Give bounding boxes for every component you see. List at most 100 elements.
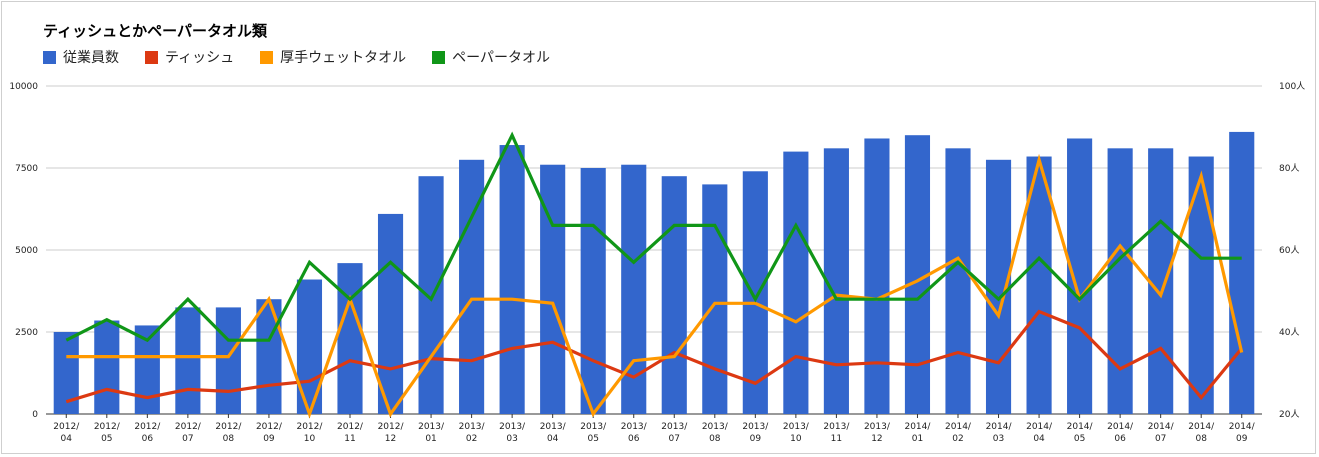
x-tick-label: 2012/ [134, 422, 161, 432]
x-tick-label: 2013/ [783, 422, 810, 432]
x-tick-label: 07 [1155, 434, 1166, 444]
y-right-tick-label: 80人 [1279, 163, 1299, 174]
bar [945, 148, 971, 414]
x-tick-label: 2012/ [215, 422, 242, 432]
x-tick-label: 02 [466, 434, 477, 444]
bar [94, 320, 120, 414]
legend-swatch-employees [43, 50, 56, 64]
legend-swatch-wet-towel [260, 50, 274, 64]
legend-swatch-paper-towel [432, 50, 446, 64]
x-tick-label: 2013/ [459, 422, 486, 432]
x-tick-label: 06 [628, 434, 640, 444]
legend-item-employees[interactable]: 従業員数 [43, 47, 119, 67]
legend-swatch-tissue [145, 50, 158, 64]
bar [702, 184, 728, 414]
x-tick-label: 2013/ [742, 422, 769, 432]
x-tick-label: 2012/ [337, 422, 364, 432]
x-tick-label: 2014/ [1026, 422, 1053, 432]
x-tick-label: 03 [993, 434, 1004, 444]
x-tick-label: 08 [709, 434, 721, 444]
x-tick-label: 08 [223, 434, 235, 444]
x-tick-label: 2014/ [1067, 422, 1094, 432]
x-tick-label: 08 [1195, 434, 1207, 444]
x-tick-label: 2014/ [1148, 422, 1175, 432]
x-tick-label: 06 [1114, 434, 1126, 444]
bar [1188, 156, 1214, 414]
legend-label-employees: 従業員数 [63, 50, 119, 66]
y-left-tick-label: 5000 [15, 246, 38, 256]
x-tick-label: 2013/ [540, 422, 567, 432]
x-tick-label: 2012/ [175, 422, 202, 432]
bar [53, 332, 79, 414]
x-tick-label: 12 [385, 434, 396, 444]
x-tick-label: 2013/ [418, 422, 445, 432]
x-tick-label: 2012/ [378, 422, 405, 432]
y-right-tick-label: 40人 [1279, 327, 1299, 338]
x-tick-label: 09 [1236, 434, 1248, 444]
x-tick-label: 01 [912, 434, 923, 444]
y-left-tick-label: 0 [32, 410, 38, 420]
bar [499, 145, 525, 415]
x-tick-label: 11 [344, 434, 355, 444]
x-tick-label: 07 [669, 434, 680, 444]
x-tick-label: 2013/ [499, 422, 526, 432]
x-tick-label: 2014/ [986, 422, 1013, 432]
x-tick-label: 2014/ [904, 422, 931, 432]
bar [256, 299, 282, 414]
x-tick-label: 11 [831, 434, 842, 444]
x-tick-label: 2014/ [1229, 422, 1256, 432]
x-tick-label: 2014/ [1107, 422, 1134, 432]
x-tick-label: 05 [587, 434, 598, 444]
bar [580, 168, 606, 414]
x-tick-label: 05 [1074, 434, 1085, 444]
x-tick-label: 2013/ [661, 422, 688, 432]
x-tick-label: 05 [101, 434, 112, 444]
legend-item-paper-towel[interactable]: ペーパータオル [432, 47, 550, 67]
legend-item-wet-towel[interactable]: 厚手ウェットタオル [260, 47, 406, 67]
legend-label-paper-towel: ペーパータオル [452, 50, 551, 66]
bar [175, 307, 201, 414]
x-tick-label: 2013/ [702, 422, 729, 432]
y-left-tick-label: 10000 [9, 82, 38, 92]
y-left-tick-label: 2500 [15, 328, 38, 338]
x-tick-label: 2012/ [256, 422, 283, 432]
x-tick-label: 2014/ [1188, 422, 1215, 432]
x-tick-label: 02 [952, 434, 963, 444]
x-tick-label: 10 [790, 434, 802, 444]
x-tick-label: 04 [61, 434, 73, 444]
bar [1148, 148, 1174, 414]
x-tick-label: 07 [182, 434, 193, 444]
x-tick-label: 2012/ [296, 422, 323, 432]
x-tick-label: 09 [750, 434, 762, 444]
legend-item-tissue[interactable]: ティッシュ [145, 47, 234, 67]
bar [337, 263, 363, 414]
bar [1026, 156, 1052, 414]
chart-title: ティッシュとかペーパータオル類 [43, 22, 267, 40]
series-line [66, 153, 1244, 419]
bar [377, 213, 404, 414]
y-left-tick-label: 7500 [15, 164, 38, 174]
x-tick-label: 2012/ [53, 422, 80, 432]
x-tick-label: 09 [263, 434, 275, 444]
x-tick-label: 10 [304, 434, 316, 444]
chart-legend: 従業員数 ティッシュ 厚手ウェットタオル ペーパータオル [43, 47, 576, 67]
x-tick-label: 2012/ [94, 422, 121, 432]
bar [783, 151, 809, 414]
bar [1067, 138, 1093, 415]
bar [215, 307, 241, 414]
y-right-tick-label: 20人 [1279, 409, 1299, 420]
x-tick-label: 2013/ [864, 422, 891, 432]
x-tick-label: 2013/ [580, 422, 607, 432]
y-right-tick-label: 60人 [1279, 245, 1299, 256]
series-line [65, 131, 1242, 343]
bar [418, 176, 444, 414]
x-tick-label: 04 [547, 434, 559, 444]
bar [742, 171, 768, 414]
x-tick-label: 2013/ [823, 422, 850, 432]
bar [1229, 131, 1255, 415]
x-tick-label: 2014/ [945, 422, 972, 432]
series-line [65, 309, 1243, 404]
x-tick-label: 06 [142, 434, 154, 444]
x-tick-label: 2013/ [621, 422, 648, 432]
